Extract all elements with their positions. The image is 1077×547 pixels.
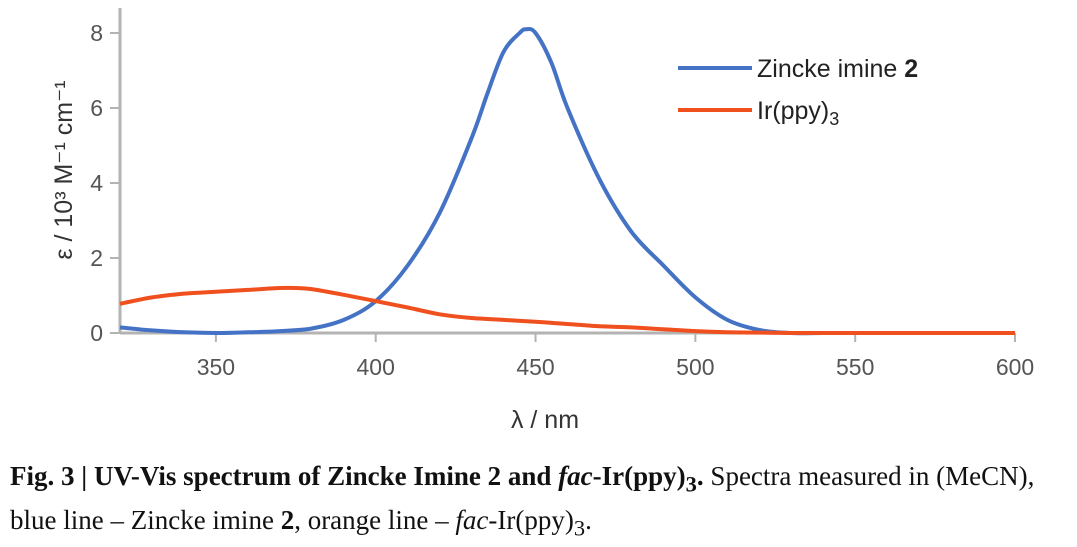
y-tick-label: 8 [90, 20, 103, 46]
legend-label-1: Zincke imine 2 [757, 55, 918, 83]
y-axis-title: ε / 10³ M⁻¹ cm⁻¹ [50, 80, 78, 259]
caption-text: Spectra measured in (MeCN), blue line – … [10, 461, 1035, 536]
y-tick-label: 0 [90, 320, 103, 346]
figure-caption: Fig. 3 | UV-Vis spectrum of Zincke Imine… [10, 461, 1035, 541]
y-tick-label: 6 [90, 95, 103, 121]
y-tick-label: 2 [90, 245, 103, 271]
x-tick-label: 400 [357, 354, 395, 380]
x-tick-label: 600 [996, 354, 1034, 380]
axes: 350 400 450 500 550 600 0 2 4 6 8 [90, 8, 1034, 380]
y-tick-label: 4 [90, 170, 103, 196]
x-axis-title: λ / nm [511, 406, 579, 434]
series-layer [119, 26, 1015, 336]
x-tick-label: 350 [197, 354, 235, 380]
caption-title: Fig. 3 | UV-Vis spectrum of Zincke Imine… [10, 461, 704, 497]
x-tick-label: 550 [836, 354, 874, 380]
legend: Zincke imine 2 Ir(ppy)3 [678, 55, 918, 129]
legend-label-2: Ir(ppy)3 [757, 97, 839, 129]
x-tick-label: 500 [676, 354, 714, 380]
series-line-2 [119, 285, 1015, 336]
uv-vis-chart: 350 400 450 500 550 600 0 2 4 6 8 Zincke imine 2 Ir… [50, 8, 1034, 434]
x-tick-label: 450 [516, 354, 554, 380]
